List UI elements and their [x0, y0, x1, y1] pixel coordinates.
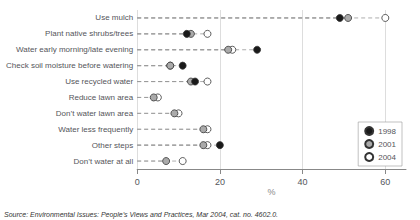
svg-text:40: 40	[298, 177, 308, 187]
svg-text:Use recycled water: Use recycled water	[65, 77, 133, 86]
svg-text:Use mulch: Use mulch	[95, 13, 133, 22]
svg-text:Plant native shrubs/trees: Plant native shrubs/trees	[45, 29, 133, 38]
svg-text:%: %	[268, 187, 276, 197]
svg-text:Don’t water lawn area: Don’t water lawn area	[56, 109, 134, 118]
svg-text:Other steps: Other steps	[92, 141, 133, 150]
svg-text:Source: Environmental Issues:: Source: Environmental Issues: People’s V…	[4, 211, 278, 219]
svg-text:1998: 1998	[378, 127, 396, 136]
svg-text:0: 0	[135, 177, 140, 187]
svg-text:Reduce lawn area: Reduce lawn area	[69, 93, 134, 102]
svg-text:20: 20	[215, 177, 225, 187]
svg-text:2001: 2001	[378, 140, 396, 149]
svg-text:2004: 2004	[378, 153, 396, 162]
svg-text:Don’t water at all: Don’t water at all	[74, 157, 134, 166]
svg-text:Water less frequently: Water less frequently	[58, 125, 133, 134]
svg-text:60: 60	[380, 177, 390, 187]
svg-text:Water early morning/late eveni: Water early morning/late evening	[16, 45, 133, 54]
svg-text:Check soil moisture before wat: Check soil moisture before watering	[6, 61, 133, 70]
